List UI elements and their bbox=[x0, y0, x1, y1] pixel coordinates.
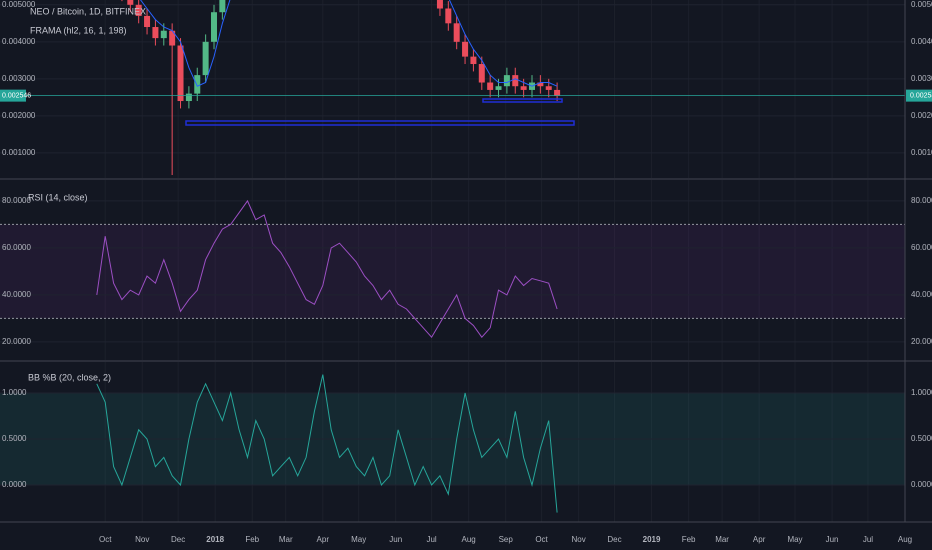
y-tick-label: 1.0000 bbox=[911, 388, 932, 397]
candle-body bbox=[144, 15, 151, 28]
y-tick-label: 0.0000 bbox=[2, 480, 27, 489]
indicator-title: FRAMA (hl2, 16, 1, 198) bbox=[30, 25, 127, 35]
x-tick-label: 2018 bbox=[206, 535, 224, 544]
y-tick-label: 80.0000 bbox=[911, 196, 932, 205]
y-tick-label: 0.005000 bbox=[911, 0, 932, 9]
candle-body bbox=[520, 86, 527, 90]
x-tick-label: Aug bbox=[462, 535, 476, 544]
last-price-box bbox=[0, 89, 26, 102]
candle-body bbox=[436, 0, 443, 9]
y-tick-label: 0.003000 bbox=[911, 74, 932, 83]
candle-body bbox=[160, 30, 167, 39]
candle-body bbox=[202, 41, 209, 76]
y-tick-label: 0.002000 bbox=[2, 111, 36, 120]
x-tick-label: Nov bbox=[572, 535, 586, 544]
symbol-title: NEO / Bitcoin, 1D, BITFINEX bbox=[30, 6, 146, 16]
x-tick-label: Oct bbox=[535, 535, 548, 544]
indicator-title: RSI (14, close) bbox=[28, 192, 88, 202]
candle-body bbox=[554, 89, 561, 96]
pane bbox=[0, 0, 905, 178]
last-price-box bbox=[906, 89, 932, 102]
candle-body bbox=[545, 86, 552, 90]
candle-body bbox=[219, 0, 226, 13]
frama-line bbox=[140, 0, 558, 87]
candle-body bbox=[478, 64, 485, 83]
y-tick-label: 1.0000 bbox=[2, 388, 27, 397]
x-tick-label: Aug bbox=[898, 535, 912, 544]
y-tick-label: 60.0000 bbox=[911, 243, 932, 252]
x-tick-label: Oct bbox=[99, 535, 112, 544]
candle-body bbox=[487, 82, 494, 90]
y-tick-label: 0.003000 bbox=[2, 74, 36, 83]
y-tick-label: 0.004000 bbox=[2, 37, 36, 46]
x-tick-label: Jul bbox=[426, 535, 436, 544]
y-tick-label: 0.002000 bbox=[911, 111, 932, 120]
x-tick-label: Apr bbox=[753, 535, 766, 544]
x-tick-label: Apr bbox=[317, 535, 330, 544]
x-tick-label: Jun bbox=[826, 535, 839, 544]
candle-body bbox=[194, 75, 201, 94]
candle-body bbox=[210, 12, 217, 42]
candle-body bbox=[127, 0, 134, 5]
candle-body bbox=[453, 23, 460, 42]
candle-body bbox=[503, 75, 510, 87]
candle-body bbox=[495, 86, 502, 90]
y-tick-label: 0.5000 bbox=[2, 434, 27, 443]
indicator-title: BB %B (20, close, 2) bbox=[28, 372, 111, 382]
pane bbox=[0, 362, 905, 522]
x-tick-label: May bbox=[351, 535, 366, 544]
indicator-line bbox=[96, 199, 558, 339]
candle-body bbox=[445, 8, 452, 24]
x-tick-label: Jun bbox=[389, 535, 402, 544]
y-tick-label: 40.0000 bbox=[2, 290, 31, 299]
candle-body bbox=[135, 4, 142, 16]
indicator-line bbox=[96, 374, 558, 513]
candle-body bbox=[537, 82, 544, 87]
pane bbox=[0, 180, 905, 360]
x-tick-label: Dec bbox=[607, 535, 621, 544]
candle-body bbox=[177, 45, 184, 102]
y-tick-label: 0.001000 bbox=[2, 148, 36, 157]
candle-body bbox=[169, 30, 176, 46]
x-tick-label: Nov bbox=[135, 535, 149, 544]
x-tick-label: Feb bbox=[682, 535, 696, 544]
y-tick-label: 40.0000 bbox=[911, 290, 932, 299]
candle-body bbox=[152, 27, 159, 39]
y-tick-label: 0.004000 bbox=[911, 37, 932, 46]
band-fill bbox=[0, 224, 905, 319]
candle-body bbox=[185, 93, 192, 102]
candle-body bbox=[512, 75, 519, 87]
x-tick-label: Mar bbox=[279, 535, 293, 544]
x-tick-label: Jul bbox=[863, 535, 873, 544]
y-tick-label: 60.0000 bbox=[2, 243, 31, 252]
y-tick-label: 20.0000 bbox=[911, 337, 932, 346]
x-tick-label: Feb bbox=[245, 535, 259, 544]
last-price-label: 0.002546 bbox=[2, 92, 31, 99]
x-tick-label: Mar bbox=[715, 535, 729, 544]
x-tick-label: 2019 bbox=[643, 535, 661, 544]
y-tick-label: 0.5000 bbox=[911, 434, 932, 443]
candle-body bbox=[470, 56, 477, 65]
x-tick-label: May bbox=[787, 535, 802, 544]
x-tick-label: Dec bbox=[171, 535, 185, 544]
drawn-rectangle bbox=[185, 120, 575, 126]
x-tick-label: Sep bbox=[499, 535, 514, 544]
drawn-rectangle bbox=[482, 98, 563, 103]
y-tick-label: 0.0000 bbox=[911, 480, 932, 489]
y-tick-label: 0.005000 bbox=[2, 0, 36, 9]
y-tick-label: 20.0000 bbox=[2, 337, 31, 346]
y-tick-label: 80.0000 bbox=[2, 196, 31, 205]
y-tick-label: 0.001000 bbox=[911, 148, 932, 157]
last-price-label: 0.002546 bbox=[910, 92, 932, 99]
candle-body bbox=[462, 41, 469, 57]
